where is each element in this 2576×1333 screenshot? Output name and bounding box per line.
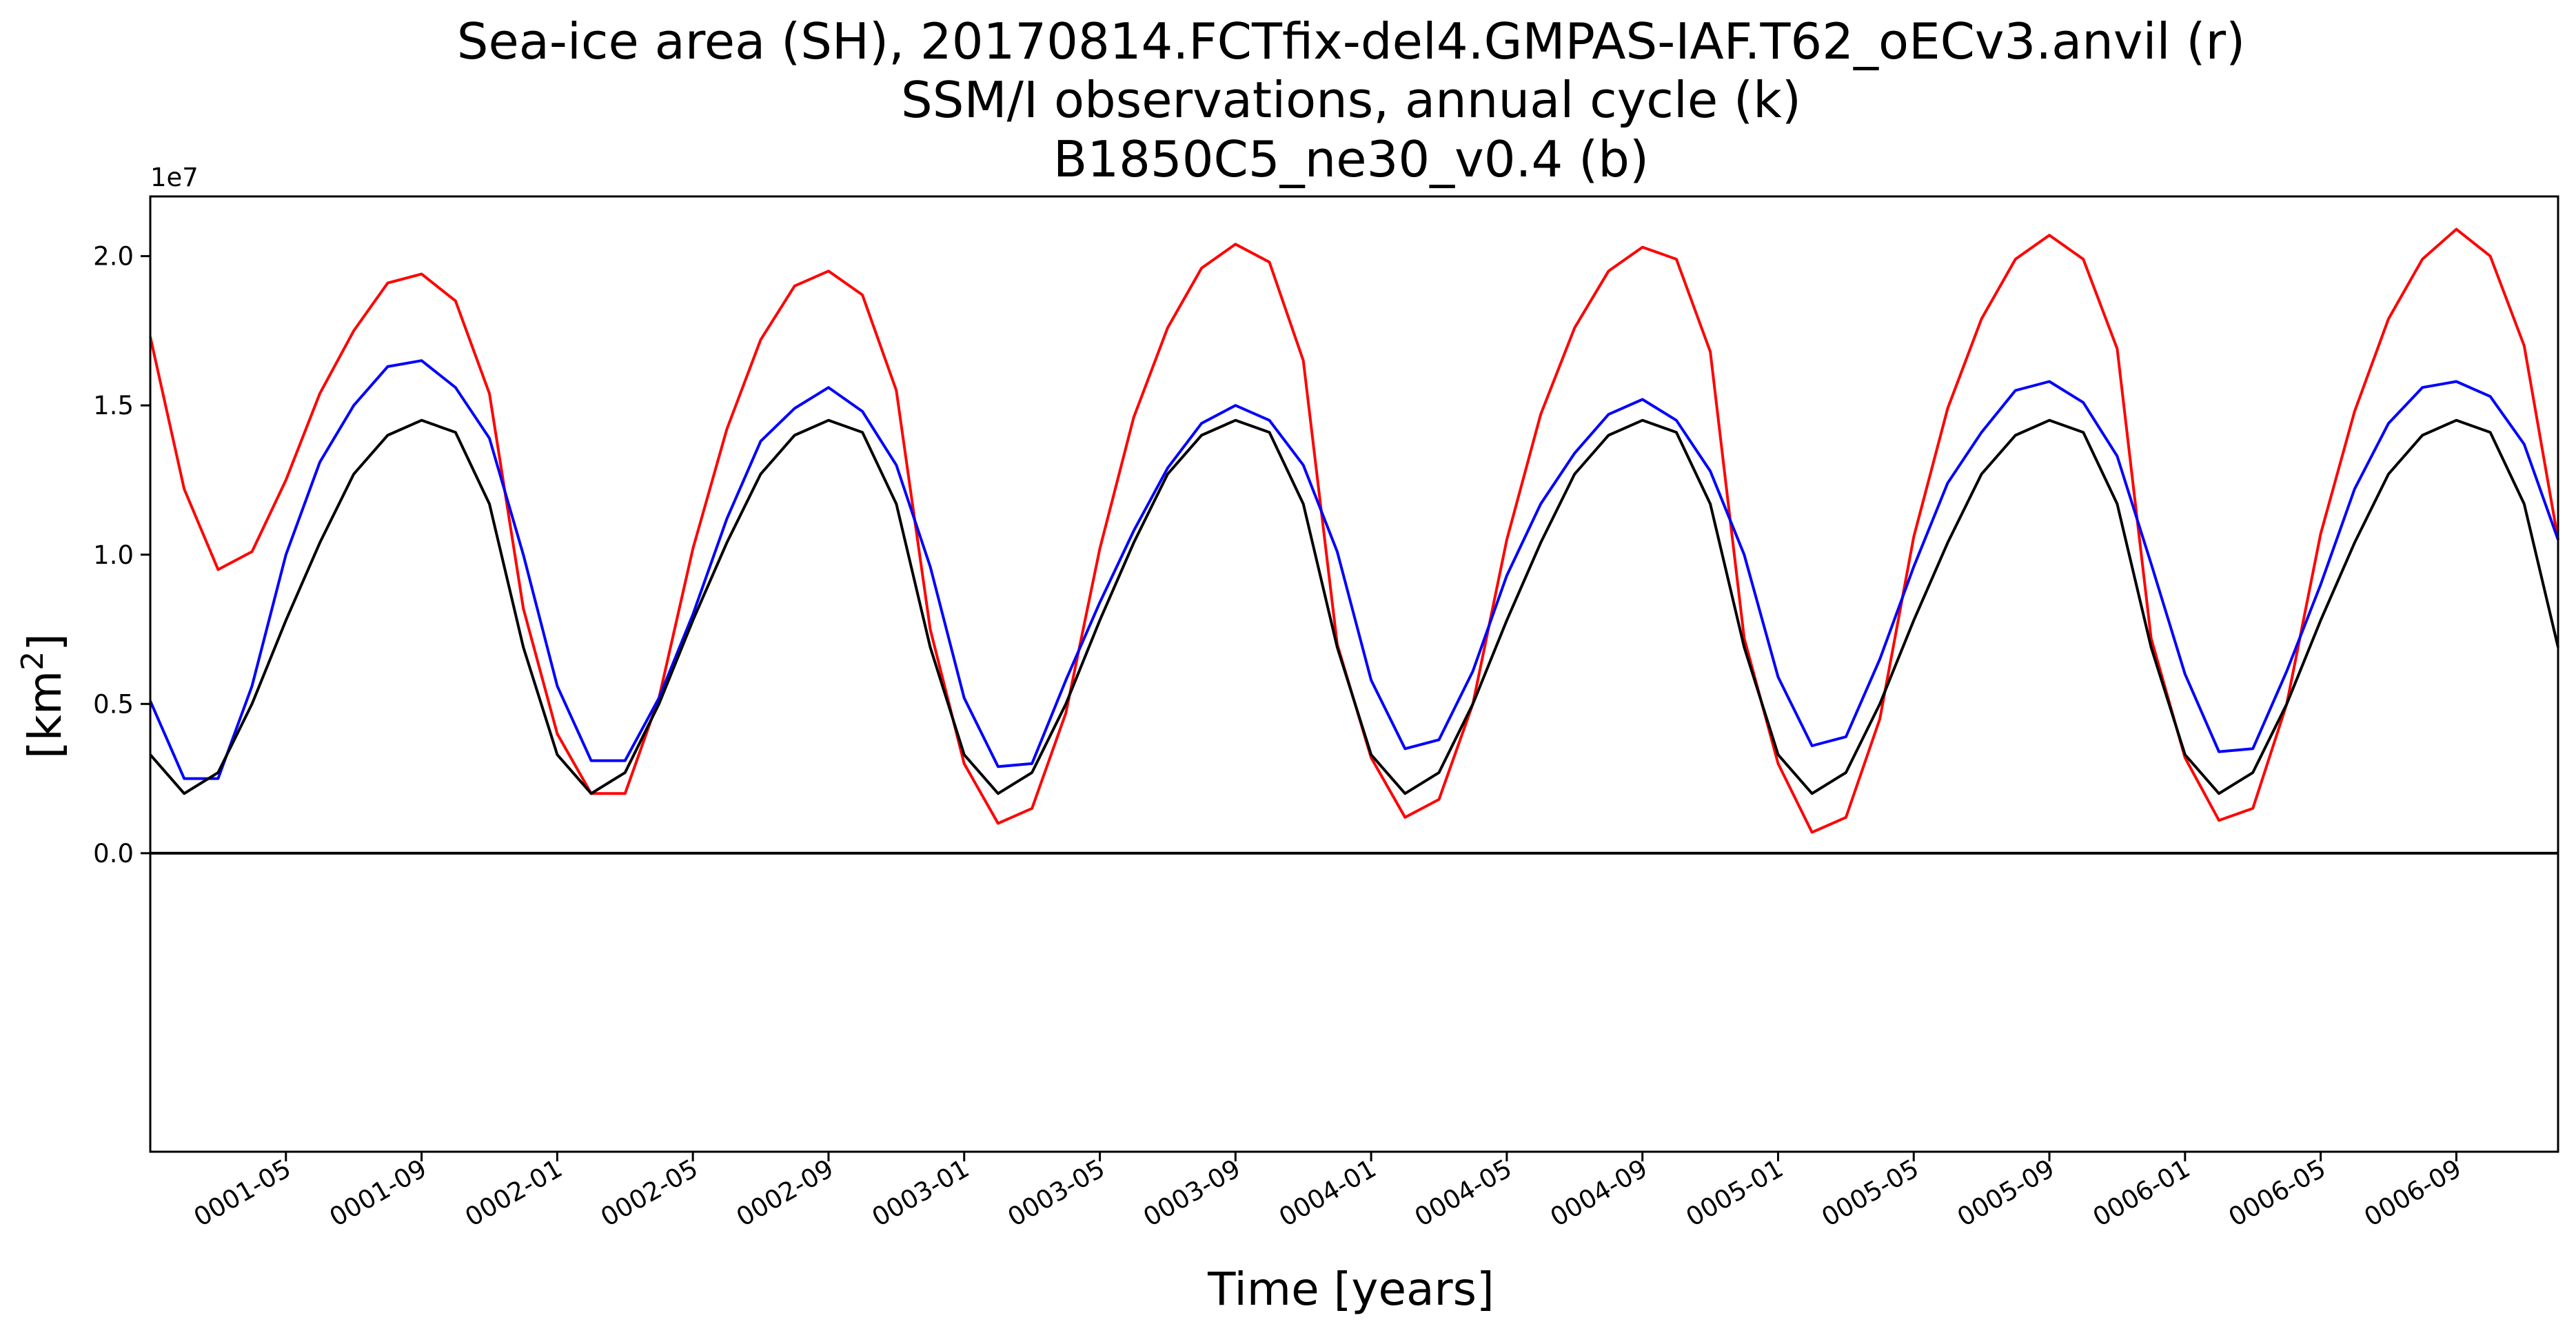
axes-frame [149, 195, 2559, 1153]
chart-title-line-1: Sea-ice area (SH), 20170814.FCTfix-del4.… [457, 12, 2245, 70]
y-axis-label-base: [km [19, 671, 72, 759]
series-line-1 [149, 359, 2559, 780]
x-axis-label: Time [years] [1207, 1263, 1494, 1316]
y-axis-label: [km2] [15, 633, 72, 759]
y-axis-label-superscript: 2 [15, 651, 50, 671]
y-axis-label-close: ] [19, 633, 72, 651]
series-line-2 [149, 418, 2559, 795]
y-tick-label: 1.0 [93, 540, 134, 570]
y-axis-ticks: 0.0 0.5 1.0 1.5 2.0 [93, 242, 150, 868]
chart-title-line-2: SSM/I observations, annual cycle (k) [901, 71, 1801, 129]
y-tick-label: 0.0 [93, 839, 134, 868]
y-tick-label: 2.0 [93, 242, 134, 272]
y-tick-label: 0.5 [93, 689, 134, 719]
plot-area [149, 227, 2559, 855]
chart-title-line-3: B1850C5_ne30_v0.4 (b) [1053, 130, 1649, 188]
y-exponent-label: 1e7 [150, 163, 199, 192]
y-tick-label: 1.5 [93, 391, 134, 420]
